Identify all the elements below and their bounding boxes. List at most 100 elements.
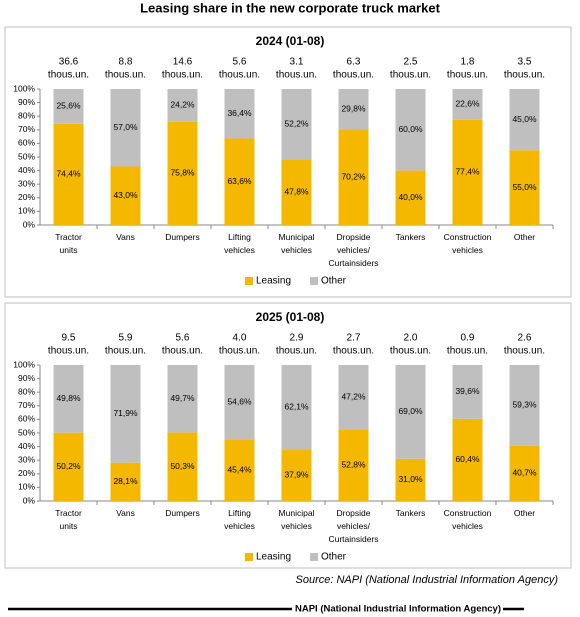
y-tick-label: 20% [18, 468, 35, 478]
data-label: 31,0% [398, 474, 423, 484]
y-tick-label: 40% [18, 165, 35, 175]
legend-label: Leasing [256, 552, 291, 563]
total-unit: thous.un. [333, 346, 374, 357]
x-tick-label: Other [514, 508, 535, 518]
bar-segment [281, 449, 312, 501]
total-unit: thous.un. [162, 70, 203, 81]
data-label: 62,1% [284, 401, 309, 411]
y-tick-label: 20% [18, 192, 35, 202]
total: 6.3 [347, 57, 361, 68]
data-label: 52,2% [284, 119, 309, 129]
y-tick-label: 30% [18, 178, 35, 188]
total: 0.9 [461, 333, 475, 344]
data-label: 59,3% [512, 400, 537, 410]
total: 2.9 [290, 333, 304, 344]
bar-segment [452, 365, 483, 419]
data-label: 45,0% [512, 114, 537, 124]
page-title: Leasing share in the new corporate truck… [140, 0, 440, 15]
x-tick-label: Dropside vehicles/Curtainsiders [328, 508, 378, 544]
data-label: 28,1% [113, 476, 138, 486]
y-tick-label: 60% [18, 138, 35, 148]
bar-segment [110, 365, 141, 463]
bar-segment [281, 159, 312, 225]
y-tick-label: 80% [18, 110, 35, 120]
data-label: 29,8% [341, 104, 366, 114]
bar-segment [224, 89, 255, 139]
data-label: 47,2% [341, 391, 366, 401]
bar-segment [224, 138, 255, 225]
bar-segment [452, 89, 483, 120]
data-label: 45,4% [227, 464, 252, 474]
data-label: 60,0% [398, 124, 423, 134]
data-label: 37,9% [284, 469, 309, 479]
x-tick-label: Vans [116, 508, 135, 518]
legend-swatch [245, 277, 253, 285]
data-label: 57,0% [113, 122, 138, 132]
legend-swatch [310, 553, 318, 561]
y-tick-label: 70% [18, 400, 35, 410]
x-tick-label: Municipal vehicles [279, 508, 315, 531]
legend-label: Leasing [256, 276, 291, 287]
data-label: 40,7% [512, 468, 537, 478]
legend-label: Other [321, 552, 347, 563]
footer: NAPI (National Industrial Information Ag… [295, 604, 501, 615]
data-label: 22,6% [455, 99, 480, 109]
y-tick-label: 90% [18, 373, 35, 383]
data-label: 60,4% [455, 454, 480, 464]
y-tick-label: 50% [18, 151, 35, 161]
total-unit: thous.un. [276, 70, 317, 81]
y-tick-label: 10% [18, 482, 35, 492]
y-tick-label: 0% [23, 495, 36, 505]
total: 1.8 [461, 57, 475, 68]
total-unit: thous.un. [48, 70, 89, 81]
legend-label: Other [321, 276, 347, 287]
y-tick-label: 0% [23, 219, 36, 229]
x-tick-label: Municipal vehicles [279, 232, 315, 255]
x-tick-label: Dumpers [165, 508, 199, 518]
bar-segment [509, 365, 540, 446]
total: 2.7 [347, 333, 361, 344]
data-label: 74,4% [56, 169, 81, 179]
bar-segment [509, 89, 540, 151]
y-tick-label: 100% [13, 83, 35, 93]
bar-segment [281, 89, 312, 160]
total-unit: thous.un. [447, 346, 488, 357]
y-tick-label: 70% [18, 124, 35, 134]
total-unit: thous.un. [48, 346, 89, 357]
bar-segment [167, 121, 198, 225]
total: 2.6 [518, 333, 532, 344]
total: 5.6 [233, 57, 247, 68]
bar-segment [53, 123, 84, 225]
source: Source: NAPI (National Industrial Inform… [296, 574, 559, 586]
total-unit: thous.un. [447, 70, 488, 81]
bar-segment [338, 89, 369, 130]
y-tick-label: 90% [18, 97, 35, 107]
data-label: 69,0% [398, 406, 423, 416]
data-label: 49,7% [170, 393, 195, 403]
total-unit: thous.un. [162, 346, 203, 357]
total-unit: thous.un. [390, 70, 431, 81]
total-unit: thous.un. [105, 346, 146, 357]
total: 4.0 [233, 333, 247, 344]
bar-segment [338, 365, 369, 430]
bar-segment [224, 365, 255, 440]
x-tick-label: Construction vehicles [444, 232, 492, 255]
chart-title: 2025 (01-08) [256, 310, 325, 324]
bar-segment [338, 129, 369, 225]
x-tick-label: Vans [116, 232, 135, 242]
bar-segment [167, 89, 198, 122]
data-label: 25,6% [56, 101, 81, 111]
total: 3.5 [518, 57, 532, 68]
bar-segment [509, 445, 540, 501]
total: 14.6 [173, 57, 193, 68]
bar-segment [452, 119, 483, 225]
data-label: 63,6% [227, 176, 252, 186]
data-label: 75,8% [170, 168, 195, 178]
total: 3.1 [290, 57, 304, 68]
total-unit: thous.un. [219, 346, 260, 357]
bar-segment [395, 365, 426, 459]
data-label: 70,2% [341, 172, 366, 182]
chart-title: 2024 (01-08) [256, 34, 325, 48]
x-tick-label: Tankers [396, 232, 426, 242]
